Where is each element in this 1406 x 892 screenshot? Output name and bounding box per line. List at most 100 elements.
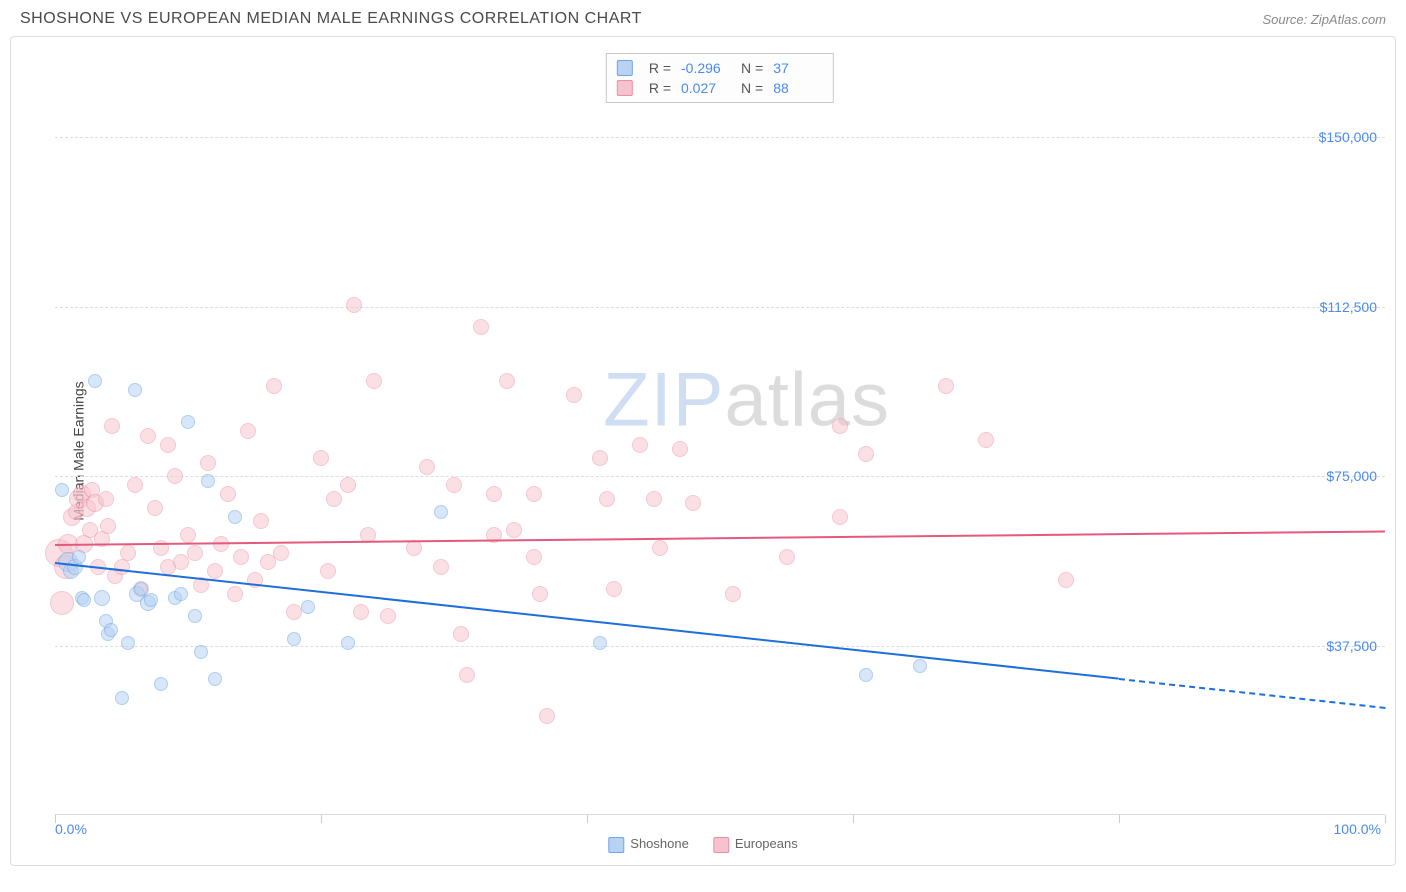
data-point-shoshone [55, 483, 69, 497]
data-point-shoshone [154, 677, 168, 691]
n-value: 88 [773, 80, 823, 96]
data-point-shoshone [88, 374, 102, 388]
data-point-europeans [632, 437, 648, 453]
legend-swatch [713, 837, 729, 853]
data-point-shoshone [913, 659, 927, 673]
data-point-shoshone [434, 505, 448, 519]
data-point-europeans [459, 667, 475, 683]
gridline [55, 476, 1385, 477]
trend-line-shoshone [1119, 678, 1385, 709]
plot-area: ZIPatlas R = -0.296 N = 37 R = 0.027 N = 88 $37… [55, 47, 1385, 815]
data-point-shoshone [287, 632, 301, 646]
data-point-europeans [100, 518, 116, 534]
y-tick-label: $150,000 [1319, 129, 1377, 145]
data-point-europeans [486, 486, 502, 502]
data-point-europeans [1058, 572, 1074, 588]
data-point-europeans [127, 477, 143, 493]
data-point-europeans [240, 423, 256, 439]
r-value: 0.027 [681, 80, 731, 96]
data-point-europeans [180, 527, 196, 543]
r-label: R = [649, 80, 671, 96]
trend-line-shoshone [55, 562, 1119, 680]
data-point-shoshone [121, 636, 135, 650]
data-point-europeans [978, 432, 994, 448]
x-max-label: 100.0% [1334, 821, 1381, 837]
x-tick [1119, 815, 1120, 823]
data-point-europeans [346, 297, 362, 313]
data-point-shoshone [859, 668, 873, 682]
data-point-europeans [526, 549, 542, 565]
data-point-europeans [725, 586, 741, 602]
data-point-europeans [599, 491, 615, 507]
y-tick-label: $112,500 [1320, 299, 1377, 315]
x-tick [587, 815, 588, 823]
watermark-rest: atlas [724, 358, 890, 443]
data-point-europeans [200, 455, 216, 471]
x-tick [321, 815, 322, 823]
data-point-europeans [832, 418, 848, 434]
data-point-europeans [233, 549, 249, 565]
y-tick-label: $37,500 [1326, 638, 1377, 654]
x-legend-label: Shoshone [630, 836, 689, 851]
data-point-shoshone [194, 645, 208, 659]
data-point-europeans [453, 626, 469, 642]
data-point-shoshone [201, 474, 215, 488]
trend-line-europeans [55, 530, 1385, 546]
data-point-europeans [652, 540, 668, 556]
data-point-shoshone [174, 587, 188, 601]
legend-swatch [608, 837, 624, 853]
data-point-europeans [273, 545, 289, 561]
watermark: ZIPatlas [603, 357, 890, 444]
gridline [55, 137, 1385, 138]
n-label: N = [741, 80, 763, 96]
data-point-europeans [832, 509, 848, 525]
x-tick [1385, 815, 1386, 823]
gridline [55, 307, 1385, 308]
data-point-shoshone [128, 383, 142, 397]
x-axis-legend: Shoshone Europeans [608, 836, 797, 853]
data-point-europeans [566, 387, 582, 403]
n-label: N = [741, 60, 763, 76]
corr-legend-row: R = 0.027 N = 88 [617, 78, 823, 98]
data-point-europeans [473, 319, 489, 335]
data-point-europeans [938, 378, 954, 394]
data-point-europeans [340, 477, 356, 493]
data-point-europeans [353, 604, 369, 620]
data-point-europeans [147, 500, 163, 516]
data-point-europeans [380, 608, 396, 624]
data-point-europeans [779, 549, 795, 565]
data-point-shoshone [94, 590, 110, 606]
r-value: -0.296 [681, 60, 731, 76]
data-point-shoshone [228, 510, 242, 524]
data-point-europeans [685, 495, 701, 511]
x-legend-item: Europeans [713, 836, 798, 853]
data-point-europeans [499, 373, 515, 389]
data-point-europeans [104, 418, 120, 434]
watermark-zip: ZIP [603, 358, 724, 443]
data-point-europeans [313, 450, 329, 466]
chart-container: SHOSHONE VS EUROPEAN MEDIAN MALE EARNING… [10, 10, 1396, 882]
data-point-shoshone [104, 623, 118, 637]
data-point-europeans [366, 373, 382, 389]
correlation-legend: R = -0.296 N = 37 R = 0.027 N = 88 [606, 53, 834, 103]
plot-outer: Median Male Earnings ZIPatlas R =-0.296N… [10, 36, 1396, 866]
data-point-europeans [187, 545, 203, 561]
data-point-europeans [253, 513, 269, 529]
data-point-shoshone [188, 609, 202, 623]
data-point-europeans [406, 540, 422, 556]
data-point-europeans [606, 581, 622, 597]
corr-legend-row: R =-0.296N =37 [617, 58, 823, 78]
n-value: 37 [773, 60, 823, 76]
data-point-europeans [266, 378, 282, 394]
data-point-shoshone [77, 593, 91, 607]
data-point-europeans [120, 545, 136, 561]
data-point-europeans [506, 522, 522, 538]
data-point-europeans [227, 586, 243, 602]
data-point-shoshone [181, 415, 195, 429]
data-point-europeans [50, 591, 74, 615]
x-min-label: 0.0% [55, 821, 87, 837]
chart-header: SHOSHONE VS EUROPEAN MEDIAN MALE EARNING… [10, 10, 1396, 36]
y-tick-label: $75,000 [1326, 468, 1377, 484]
x-legend-item: Shoshone [608, 836, 689, 853]
data-point-europeans [207, 563, 223, 579]
